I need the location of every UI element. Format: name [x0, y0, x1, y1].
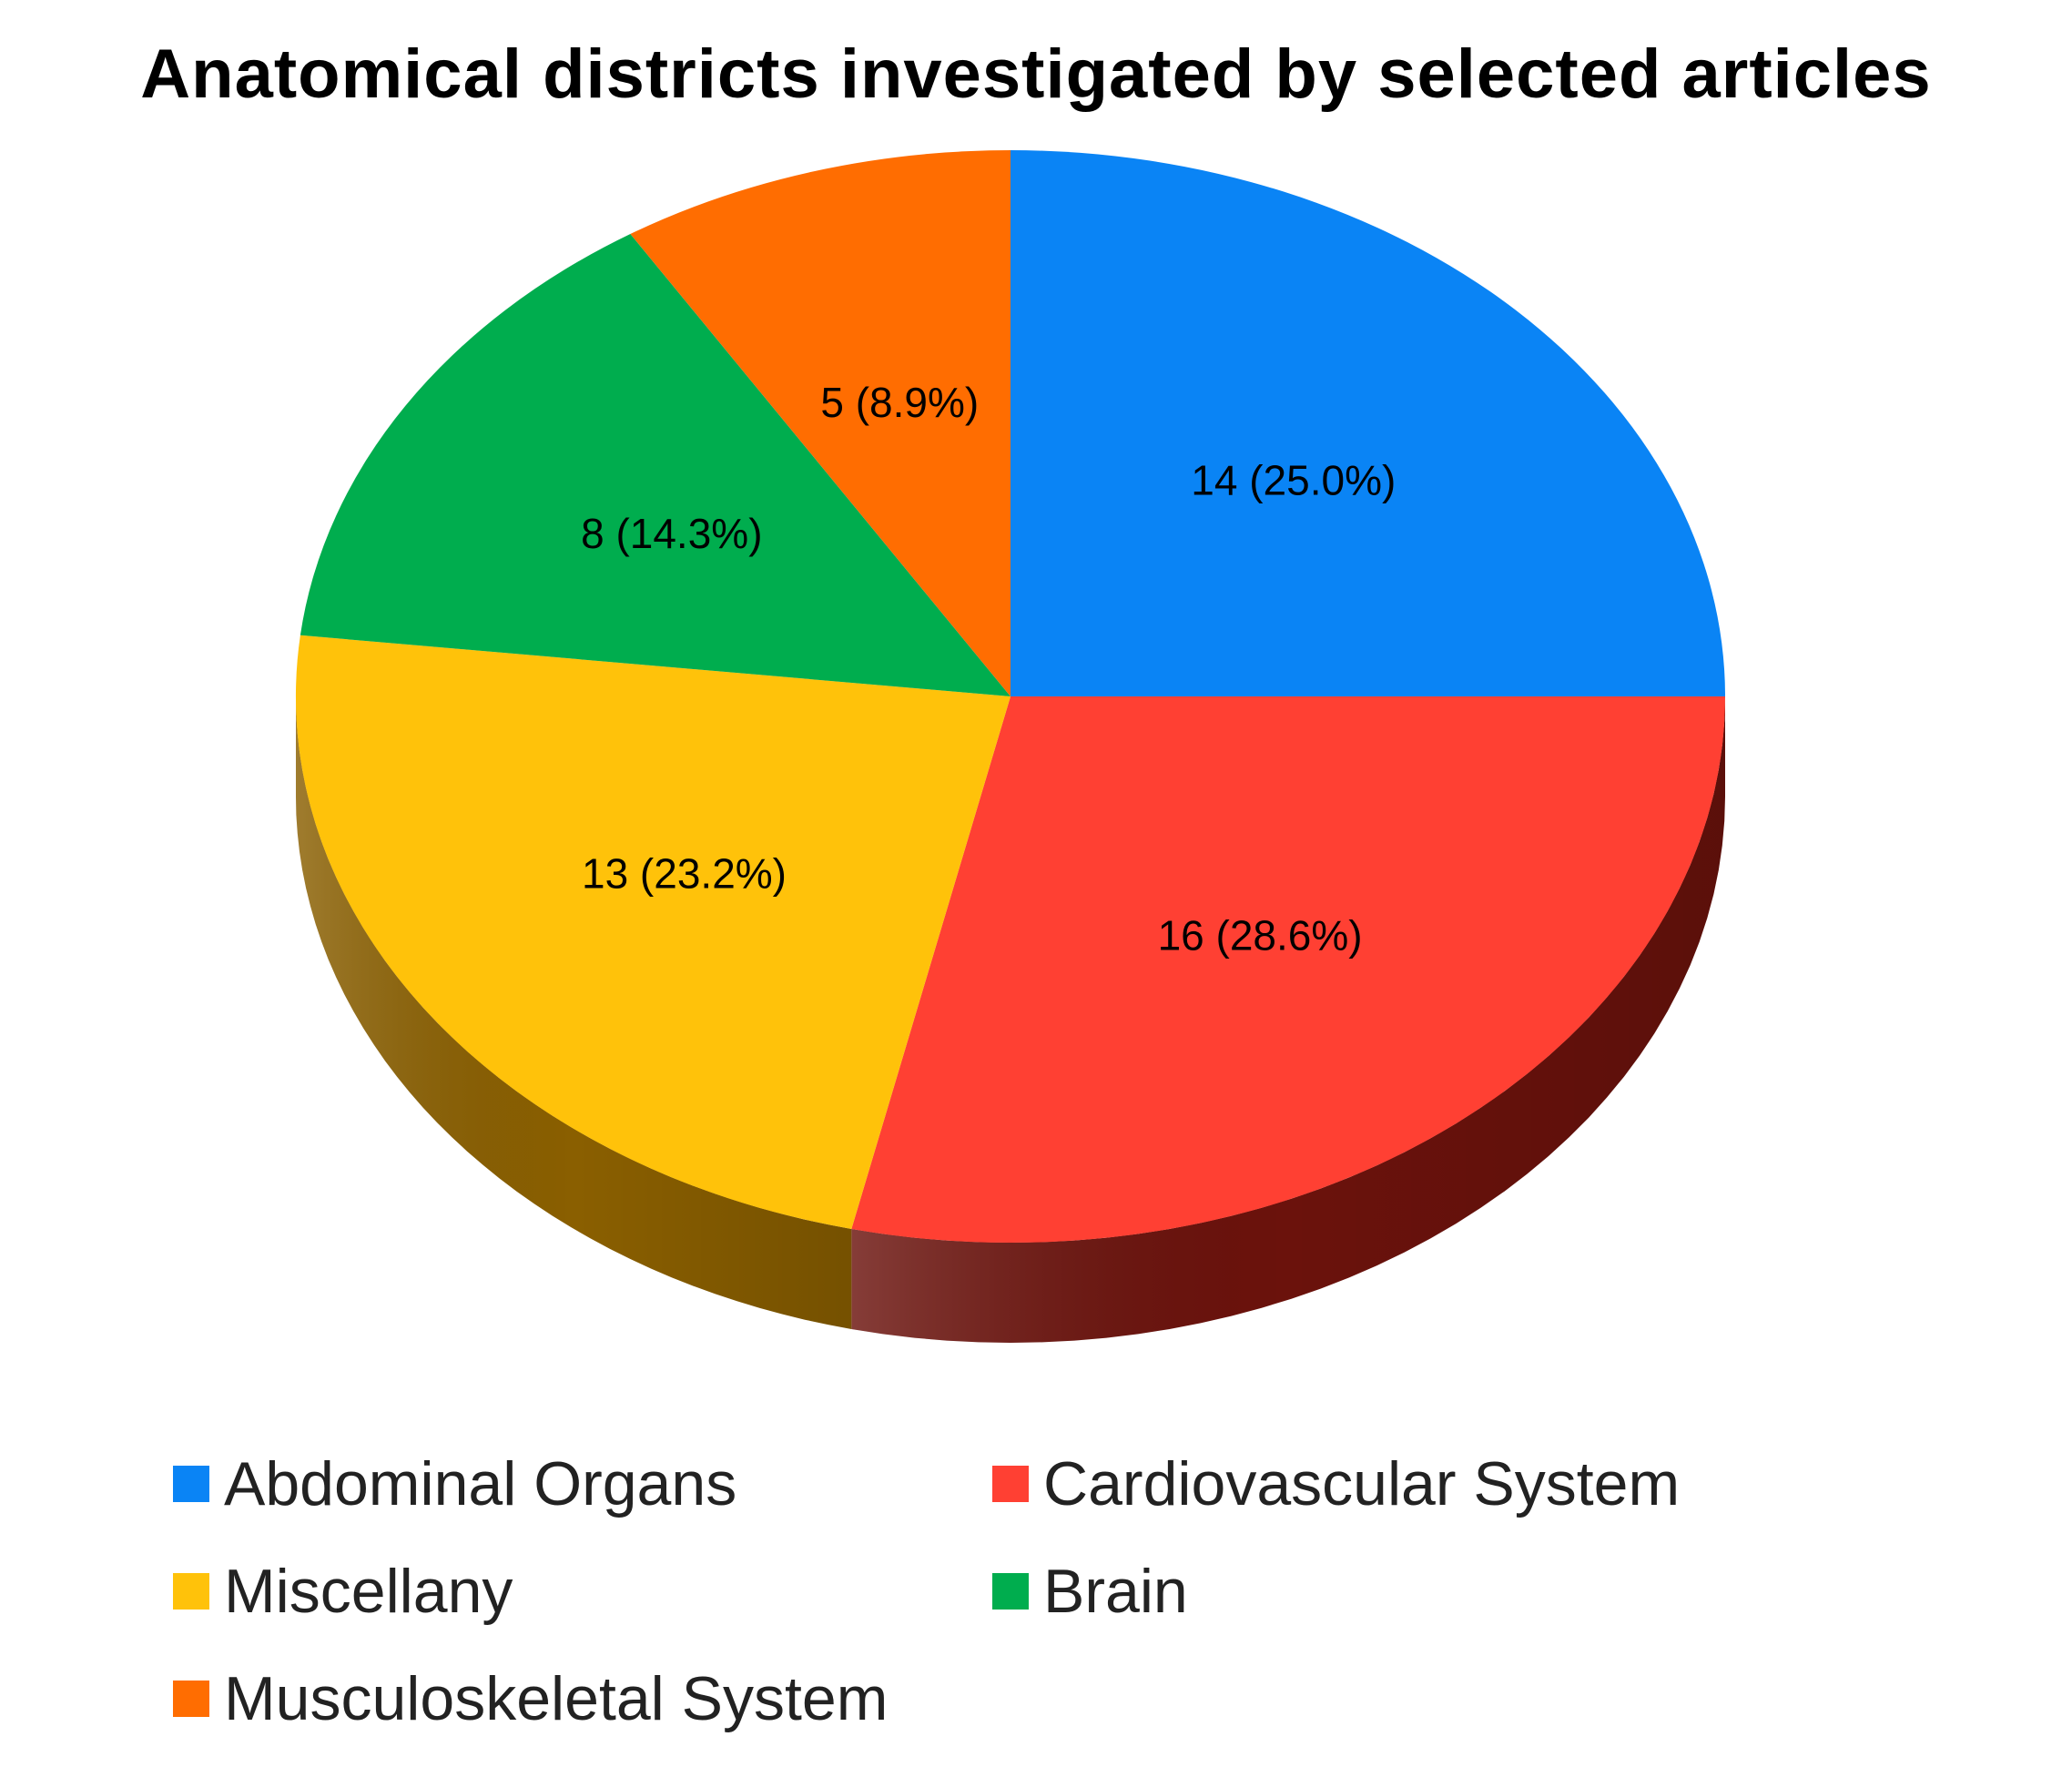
legend-label: Miscellany: [224, 1557, 513, 1626]
chart-title: Anatomical districts investigated by sel…: [140, 36, 1932, 113]
data-label-cardiovascular-system: 16 (28.6%): [1158, 912, 1363, 960]
pie-slice-brain: [300, 234, 1011, 696]
legend-label: Brain: [1043, 1557, 1188, 1626]
pie-labels: 14 (25.0%) 16 (28.6%) 13 (23.2%) 8 (14.3%) 5…: [581, 379, 1396, 960]
data-label-musculoskeletal-system: 5 (8.9%): [820, 379, 979, 426]
pie-side-shade-cardiovascular-system: [851, 696, 1725, 1343]
legend-label: Cardiovascular System: [1043, 1449, 1681, 1518]
pie-slice-musculoskeletal-system: [630, 150, 1011, 696]
pie-slice-cardiovascular-system: [851, 696, 1725, 1244]
data-label-brain: 8 (14.3%): [581, 510, 762, 557]
legend-swatch: [173, 1466, 209, 1502]
legend-swatch: [992, 1573, 1029, 1610]
pie-sides: [296, 696, 1725, 1343]
pie-slice-abdominal-organs: [1011, 150, 1725, 696]
legend-label: Abdominal Organs: [224, 1449, 737, 1518]
legend-swatch: [992, 1466, 1029, 1502]
pie-slice-miscellany: [295, 635, 1011, 1229]
legend-label: Musculoskeletal System: [224, 1664, 889, 1733]
legend-swatch: [173, 1681, 209, 1717]
pie-side-shade-miscellany: [296, 696, 852, 1329]
pie-top: [295, 150, 1725, 1244]
data-label-miscellany: 13 (23.2%): [582, 849, 787, 897]
data-label-abdominal-organs: 14 (25.0%): [1191, 456, 1396, 503]
legend-swatch: [173, 1573, 209, 1610]
